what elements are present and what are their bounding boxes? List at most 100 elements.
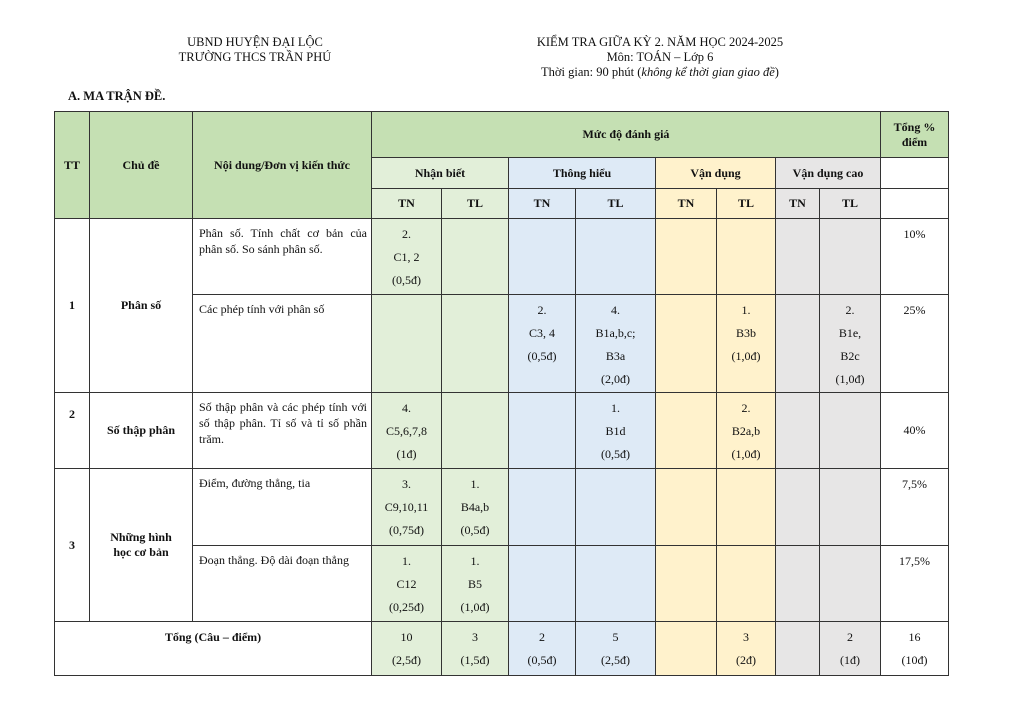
header-total-percent: Tổng % điểm	[880, 111, 949, 158]
exam-header: KIỂM TRA GIỮA KỲ 2. NĂM HỌC 2024-2025 Mô…	[470, 35, 850, 80]
table-row: 2 Số thập phân Số thập phân và các phép tí…	[54, 392, 949, 469]
level-van-dung: Vận dụng	[655, 157, 776, 189]
topic-name: Số thập phân	[89, 392, 193, 469]
level-thong-hieu: Thông hiểu	[508, 157, 656, 189]
subheader-tn: TN	[655, 188, 717, 219]
content-unit: Đoạn thẳng. Độ dài đoạn thẳng	[192, 545, 372, 622]
matrix-cell	[575, 545, 656, 622]
total-cell	[775, 621, 820, 676]
table-row: 3 Những hình học cơ bản Điểm, đường thẳng,…	[54, 468, 949, 622]
blank-cell	[880, 188, 949, 219]
topic-number: 1	[54, 218, 90, 393]
exam-time: Thời gian: 90 phút (không kể thời gian g…	[470, 65, 850, 80]
matrix-cell	[819, 545, 881, 622]
percent-cell: 40%	[880, 392, 949, 469]
matrix-cell: 2. C1, 2 (0,5đ)	[371, 218, 442, 295]
percent-cell: 10%	[880, 218, 949, 295]
topic-number: 3	[54, 468, 90, 622]
subheader-tl: TL	[819, 188, 881, 219]
exam-subject: Môn: TOÁN – Lớp 6	[606, 50, 714, 64]
total-percent: 16 (10đ)	[880, 621, 949, 676]
school-name: TRƯỜNG THCS TRẦN PHÚ	[178, 50, 332, 64]
matrix-cell	[716, 545, 776, 622]
content-unit: Phân số. Tính chất cơ bản của phân số. S…	[192, 218, 372, 295]
matrix-cell: 2. B1e, B2c (1,0đ)	[819, 294, 881, 393]
content-unit: Điểm, đường thẳng, tia	[192, 468, 372, 546]
content-unit: Các phép tính với phân số	[192, 294, 372, 393]
level-van-dung-cao: Vận dụng cao	[775, 157, 881, 189]
header-topic: Chủ đề	[89, 111, 193, 219]
matrix-cell	[441, 218, 509, 295]
district-name: UBND HUYỆN ĐẠI LỘC	[187, 35, 323, 49]
matrix-cell	[819, 218, 881, 295]
matrix-cell	[441, 392, 509, 469]
percent-cell: 17,5%	[880, 545, 949, 622]
total-cell: 3 (1,5đ)	[441, 621, 509, 676]
table-row: 1 Phân số Phân số. Tính chất cơ bản của ph…	[54, 218, 949, 393]
total-row: Tổng (Câu – điểm) 10 (2,5đ) 3 (1,5đ) 2 (0,5…	[54, 621, 949, 676]
matrix-cell	[655, 294, 717, 393]
subheader-tl: TL	[441, 188, 509, 219]
content-unit: Số thập phân và các phép tính với số thậ…	[192, 392, 372, 469]
matrix-cell	[775, 294, 820, 393]
school-header: UBND HUYỆN ĐẠI LỘC TRƯỜNG THCS TRẦN PHÚ	[150, 35, 360, 65]
matrix-cell	[508, 545, 576, 622]
total-cell	[655, 621, 717, 676]
matrix-cell	[575, 218, 656, 295]
matrix-cell: 1. B4a,b (0,5đ)	[441, 468, 509, 546]
header-content: Nội dung/Đơn vị kiến thức	[192, 111, 372, 219]
matrix-cell	[775, 392, 820, 469]
subheader-tl: TL	[575, 188, 656, 219]
matrix-cell	[775, 218, 820, 295]
matrix-cell: 1. C12 (0,25đ)	[371, 545, 442, 622]
time-text: Thời gian: 90 phút (	[541, 65, 642, 79]
total-label: Tổng (Câu – điểm)	[54, 621, 372, 676]
matrix-cell	[716, 468, 776, 546]
exam-matrix-table: TT Chủ đề Nội dung/Đơn vị kiến thức Mức …	[54, 111, 949, 676]
table-row: Đoạn thẳng. Độ dài đoạn thẳng 1. C12 (0,2…	[55, 545, 949, 622]
matrix-cell	[508, 218, 576, 295]
matrix-cell	[655, 392, 717, 469]
subheader-tn: TN	[508, 188, 576, 219]
section-title: A. MA TRẬN ĐỀ.	[68, 89, 166, 103]
matrix-cell	[655, 468, 717, 546]
matrix-cell	[655, 218, 717, 295]
time-note: không kể thời gian giao đề	[641, 65, 775, 79]
blank-cell	[880, 157, 949, 189]
percent-cell: 7,5%	[880, 468, 949, 546]
total-cell: 3 (2đ)	[716, 621, 776, 676]
total-cell: 5 (2,5đ)	[575, 621, 656, 676]
matrix-cell: 1. B1d (0,5đ)	[575, 392, 656, 469]
subheader-tl: TL	[716, 188, 776, 219]
matrix-cell: 4. C5,6,7,8 (1đ)	[371, 392, 442, 469]
matrix-cell	[655, 545, 717, 622]
header-tt: TT	[54, 111, 90, 219]
matrix-cell	[775, 468, 820, 546]
matrix-cell: 2. B2a,b (1,0đ)	[716, 392, 776, 469]
matrix-cell	[716, 218, 776, 295]
total-cell: 2 (1đ)	[819, 621, 881, 676]
level-nhan-biet: Nhận biết	[371, 157, 509, 189]
header-assessment-level: Mức độ đánh giá	[371, 111, 881, 158]
matrix-cell	[508, 468, 576, 546]
matrix-cell: 3. C9,10,11 (0,75đ)	[371, 468, 442, 546]
matrix-cell: 1. B3b (1,0đ)	[716, 294, 776, 393]
exam-title: KIỂM TRA GIỮA KỲ 2. NĂM HỌC 2024-2025	[536, 35, 784, 49]
subheader-tn: TN	[775, 188, 820, 219]
total-cell: 10 (2,5đ)	[371, 621, 442, 676]
matrix-cell	[508, 392, 576, 469]
table-row: Các phép tính với phân số 2. C3, 4 (0,5đ)…	[55, 294, 949, 393]
matrix-cell	[819, 392, 881, 469]
matrix-cell: 2. C3, 4 (0,5đ)	[508, 294, 576, 393]
matrix-cell: 1. B5 (1,0đ)	[441, 545, 509, 622]
matrix-cell	[775, 545, 820, 622]
time-suffix: )	[774, 65, 779, 79]
matrix-cell	[819, 468, 881, 546]
matrix-cell	[441, 294, 509, 393]
matrix-cell: 4. B1a,b,c; B3a (2,0đ)	[575, 294, 656, 393]
topic-number: 2	[54, 392, 90, 469]
matrix-cell	[371, 294, 442, 393]
topic-name: Những hình học cơ bản	[89, 468, 193, 622]
topic-name: Phân số	[89, 218, 193, 393]
percent-cell: 25%	[880, 294, 949, 393]
